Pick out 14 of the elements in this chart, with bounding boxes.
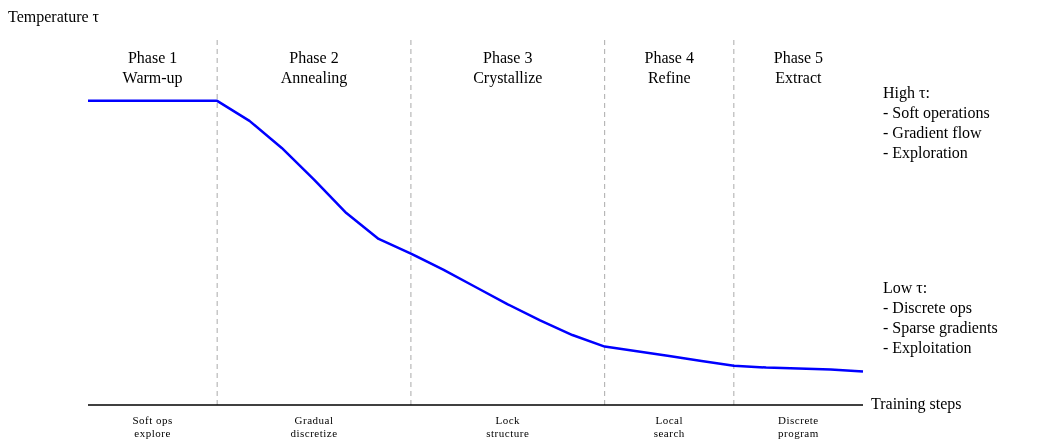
text: Soft ops explore bbox=[131, 414, 174, 440]
y-axis-title: Temperature τ bbox=[8, 8, 100, 26]
text: Phase 2 Annealing bbox=[279, 48, 349, 88]
x-axis-title: Training steps bbox=[871, 395, 962, 413]
text: Phase 3 Crystallize bbox=[472, 48, 544, 88]
text: Phase 4 Refine bbox=[643, 48, 695, 88]
text: Local search bbox=[652, 414, 686, 440]
text: Phase 5 Extract bbox=[772, 48, 825, 88]
text: Lock structure bbox=[485, 414, 531, 440]
text: Gradual discretize bbox=[289, 414, 339, 440]
text: High τ: - Soft operations - Gradient flow - Exploration bbox=[883, 83, 990, 163]
text: Phase 1 Warm-up bbox=[121, 48, 184, 88]
text: Low τ: - Discrete ops - Sparse gradients - Exploitation bbox=[883, 278, 998, 358]
text: Discrete program bbox=[777, 414, 820, 440]
